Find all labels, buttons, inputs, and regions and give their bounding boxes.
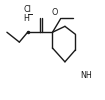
Text: Cl: Cl	[24, 5, 31, 14]
Text: NH: NH	[80, 71, 92, 80]
Text: H: H	[24, 14, 29, 23]
Text: O: O	[51, 8, 58, 17]
